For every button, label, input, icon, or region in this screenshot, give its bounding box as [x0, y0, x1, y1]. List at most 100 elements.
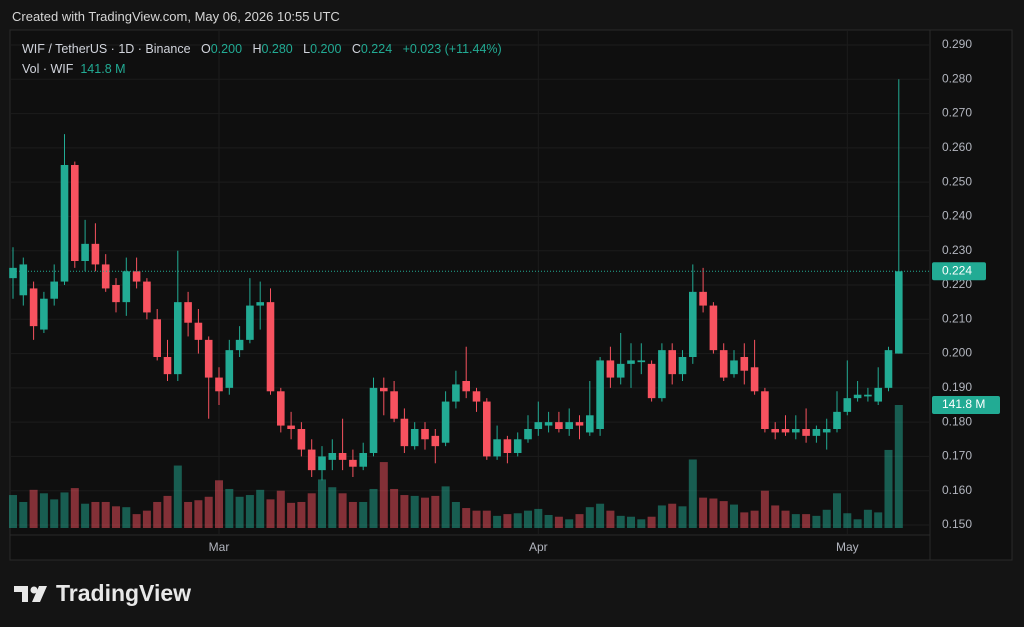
- y-tick-label: 0.280: [942, 71, 972, 85]
- volume-bar: [410, 495, 419, 528]
- volume-bar: [771, 505, 780, 528]
- last-price-label: 0.224: [942, 263, 972, 277]
- candle-body: [431, 435, 440, 447]
- candle-body: [843, 398, 852, 412]
- candle-body: [174, 302, 182, 375]
- volume-bar: [328, 487, 337, 528]
- volume-bar: [184, 501, 193, 528]
- volume-bar: [760, 490, 769, 528]
- volume-bar: [575, 514, 584, 528]
- volume-bar: [379, 462, 388, 528]
- candle-body: [616, 363, 625, 378]
- volume-bar: [50, 499, 59, 528]
- candle-body: [895, 271, 903, 354]
- candle-body: [472, 391, 481, 402]
- candle-body: [328, 453, 337, 460]
- candle-body: [853, 394, 862, 399]
- candle-body: [287, 425, 295, 429]
- candle-body: [132, 271, 141, 282]
- volume-bar: [688, 459, 697, 528]
- candle-body: [307, 449, 316, 471]
- candle-body: [184, 302, 192, 323]
- volume-bar: [627, 516, 635, 528]
- candle-body: [441, 401, 450, 443]
- candle-body: [225, 350, 234, 388]
- volume-bar: [822, 509, 831, 528]
- volume-bar: [781, 510, 790, 528]
- volume-bar: [503, 514, 512, 528]
- candle-body: [822, 429, 831, 433]
- candle-body: [833, 411, 841, 429]
- candle-body: [606, 360, 615, 378]
- change: +0.023 (+11.44%): [402, 42, 502, 56]
- volume-bar: [369, 488, 378, 528]
- candle-body: [864, 394, 872, 397]
- volume-bar: [9, 495, 17, 528]
- candle-body: [9, 267, 17, 279]
- candle-body: [256, 302, 264, 306]
- volume-bar: [132, 514, 141, 528]
- volume-bar: [894, 405, 903, 528]
- candle-body: [761, 391, 769, 429]
- volume-bar: [534, 508, 543, 528]
- candle-body: [266, 302, 275, 392]
- candle-body: [503, 439, 512, 453]
- volume-bar: [81, 503, 90, 528]
- legend: WIF / TetherUS · 1D · Binance O0.200 H0.…: [22, 39, 502, 79]
- last-price-tag: [932, 262, 986, 281]
- candle-body: [60, 165, 69, 282]
- candle-body: [400, 418, 409, 447]
- volume-bar: [524, 510, 532, 528]
- candle-body: [338, 453, 347, 460]
- candle-body: [246, 305, 254, 340]
- candle-body: [678, 357, 687, 375]
- open-label: O: [201, 42, 211, 56]
- volume-bar: [740, 512, 749, 528]
- volume-bar: [173, 465, 182, 528]
- candle-body: [81, 243, 89, 261]
- candle-body: [349, 459, 357, 467]
- candle-body: [19, 264, 28, 296]
- volume-bar: [802, 514, 811, 528]
- candle-body: [297, 429, 306, 450]
- candle-body: [390, 391, 398, 419]
- volume-bar: [91, 501, 100, 528]
- candle-body: [359, 453, 367, 467]
- candle-body: [544, 422, 553, 426]
- y-tick-label: 0.190: [942, 380, 972, 394]
- candle-body: [771, 429, 779, 433]
- high-label: H: [252, 42, 262, 56]
- candle-body: [792, 429, 800, 433]
- volume-bar: [616, 515, 625, 528]
- y-tick-label: 0.290: [942, 37, 972, 51]
- volume-bar: [390, 488, 399, 528]
- candle-body: [668, 350, 676, 375]
- y-tick-label: 0.150: [942, 517, 972, 531]
- volume-bar: [142, 510, 151, 528]
- volume-bar: [565, 519, 574, 528]
- volume-bar: [863, 509, 872, 528]
- candle-body: [689, 291, 697, 357]
- candle-body: [781, 429, 790, 433]
- candle-body: [71, 165, 79, 261]
- volume-bar: [874, 512, 883, 528]
- volume-bar: [421, 497, 429, 528]
- candle-body: [40, 298, 48, 330]
- volume-bar: [60, 492, 69, 528]
- candle-body: [143, 281, 151, 313]
- candle-body: [884, 350, 893, 388]
- volume-bar: [297, 501, 306, 528]
- volume-bar: [678, 506, 687, 528]
- candle-body: [627, 360, 635, 364]
- y-tick-label: 0.270: [942, 106, 972, 120]
- volume-bar: [843, 513, 852, 528]
- volume-bar: [606, 510, 615, 528]
- volume-bar: [235, 496, 244, 528]
- volume-bar: [750, 510, 759, 528]
- legend-volume: Vol · WIF 141.8 M: [22, 59, 502, 79]
- y-tick-label: 0.250: [942, 174, 972, 188]
- y-tick-label: 0.230: [942, 243, 972, 257]
- candle-body: [91, 243, 100, 265]
- volume-bar: [338, 493, 347, 528]
